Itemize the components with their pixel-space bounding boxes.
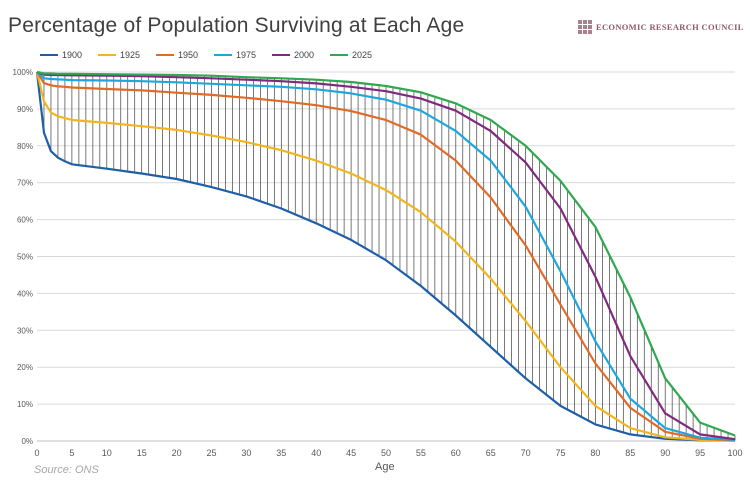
legend-item-2000: 2000 — [272, 50, 330, 60]
y-tick-label: 70% — [17, 179, 33, 188]
x-tick-label: 5 — [69, 448, 74, 458]
y-tick-label: 10% — [17, 400, 33, 409]
x-tick-label: 85 — [625, 448, 635, 458]
brand-logo: ECONOMIC RESEARCH COUNCIL — [578, 20, 744, 34]
x-tick-label: 20 — [172, 448, 182, 458]
legend-item-1975: 1975 — [214, 50, 272, 60]
x-tick-label: 25 — [206, 448, 216, 458]
legend-item-1925: 1925 — [98, 50, 156, 60]
legend-swatch — [40, 54, 58, 56]
legend-label: 1950 — [178, 50, 199, 60]
series-line-2000 — [36, 70, 736, 441]
y-tick-label: 50% — [17, 253, 33, 262]
legend-swatch — [98, 54, 116, 56]
legend-item-2025: 2025 — [330, 50, 388, 60]
legend-label: 1925 — [120, 50, 141, 60]
legend-label: 1900 — [62, 50, 83, 60]
x-tick-label: 60 — [451, 448, 461, 458]
x-tick-label: 70 — [521, 448, 531, 458]
series-line-1975 — [36, 71, 736, 441]
x-tick-label: 30 — [241, 448, 251, 458]
legend-swatch — [272, 54, 290, 56]
x-tick-label: 15 — [137, 448, 147, 458]
x-tick-label: 45 — [346, 448, 356, 458]
x-tick-label: 10 — [102, 448, 112, 458]
y-tick-label: 100% — [13, 68, 33, 77]
legend-item-1900: 1900 — [40, 50, 98, 60]
y-tick-label: 60% — [17, 216, 33, 225]
series-line-2025 — [36, 70, 736, 437]
x-tick-label: 40 — [311, 448, 321, 458]
y-tick-label: 0% — [21, 437, 33, 446]
legend-item-1950: 1950 — [156, 50, 214, 60]
brand-grid-icon — [578, 20, 592, 34]
series-line-1925 — [35, 71, 736, 442]
x-tick-label: 50 — [381, 448, 391, 458]
chart-title: Percentage of Population Surviving at Ea… — [8, 14, 465, 37]
x-tick-label: 100 — [727, 448, 742, 458]
series-line-1950 — [36, 71, 736, 442]
x-axis-label: Age — [375, 461, 395, 473]
y-tick-label: 20% — [17, 363, 33, 372]
legend: 1900 1925 1950 1975 2000 2025 — [40, 50, 388, 60]
series-line-1900 — [35, 71, 736, 442]
x-tick-label: 75 — [555, 448, 565, 458]
legend-label: 2025 — [352, 50, 373, 60]
legend-swatch — [330, 54, 348, 56]
x-tick-label: 65 — [486, 448, 496, 458]
legend-swatch — [156, 54, 174, 56]
legend-label: 2000 — [294, 50, 315, 60]
x-tick-label: 90 — [660, 448, 670, 458]
x-tick-label: 55 — [416, 448, 426, 458]
source-note: Source: ONS — [34, 464, 99, 476]
legend-swatch — [214, 54, 232, 56]
x-tick-label: 0 — [34, 448, 39, 458]
y-tick-label: 90% — [17, 105, 33, 114]
brand-name: ECONOMIC RESEARCH COUNCIL — [596, 22, 744, 32]
y-tick-label: 30% — [17, 326, 33, 335]
x-tick-label: 80 — [590, 448, 600, 458]
x-tick-label: 35 — [276, 448, 286, 458]
x-tick-label: 95 — [695, 448, 705, 458]
legend-label: 1975 — [236, 50, 257, 60]
y-tick-label: 40% — [17, 289, 33, 298]
y-tick-label: 80% — [17, 142, 33, 151]
